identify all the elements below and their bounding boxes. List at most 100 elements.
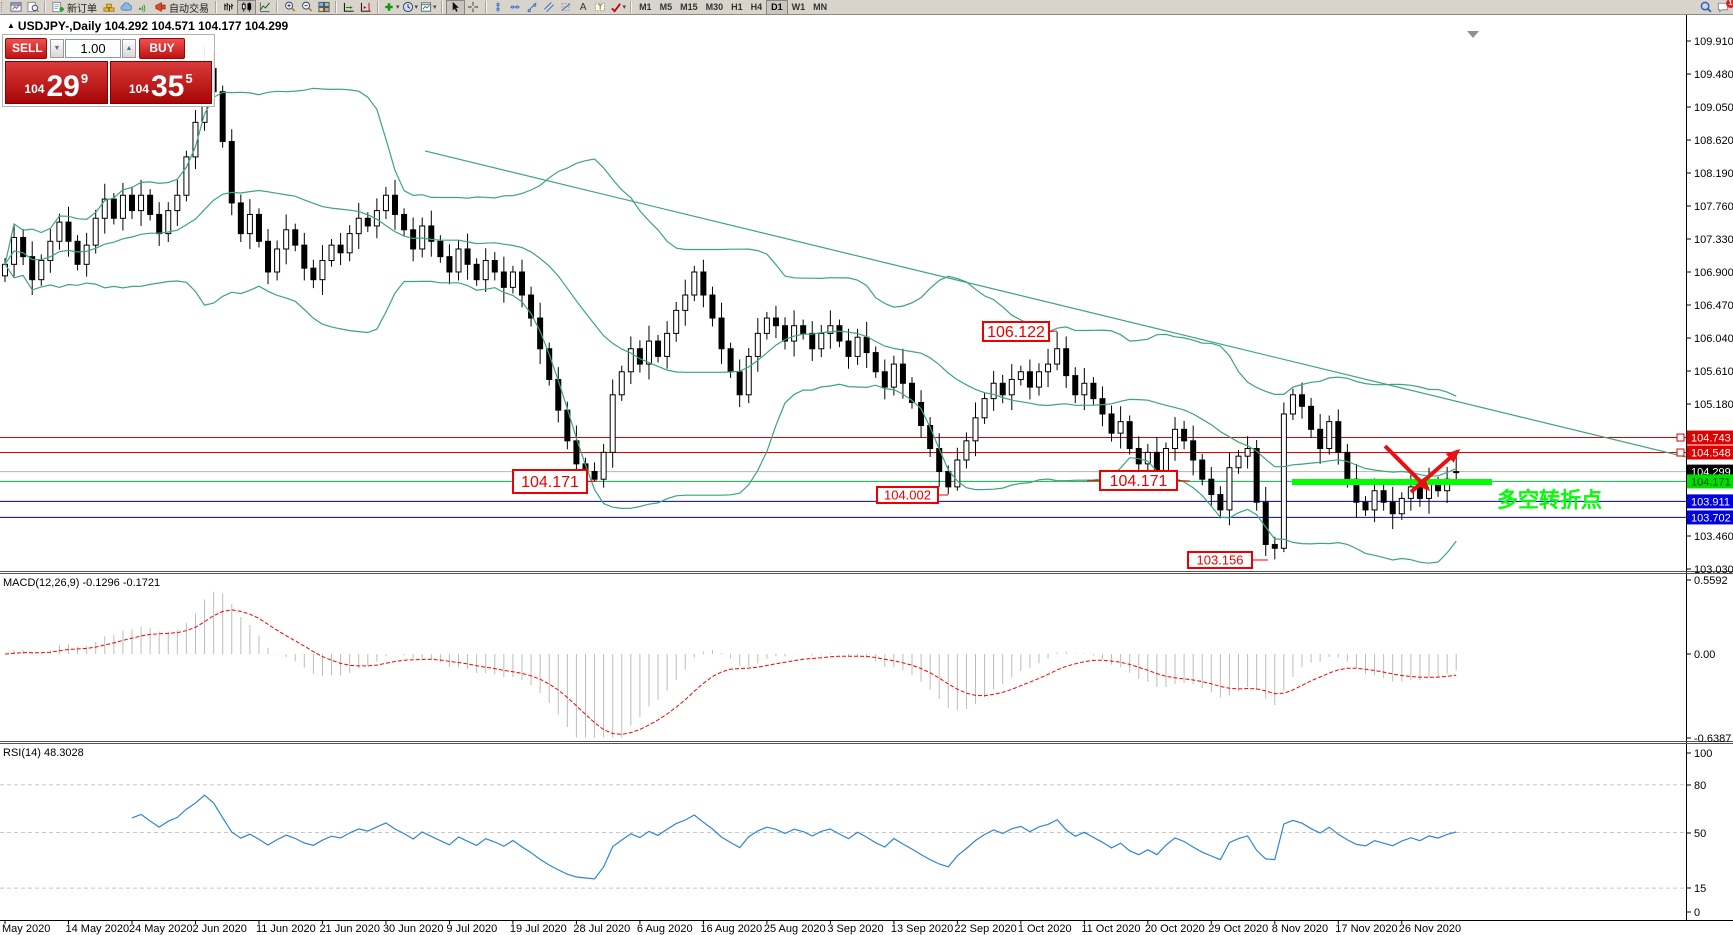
annotation-label-104.171[interactable]: 104.171 (1086, 470, 1191, 491)
trend-arrow-drawing[interactable] (1383, 444, 1461, 494)
tile-windows-button[interactable] (315, 1, 332, 14)
hline-button[interactable] (507, 1, 524, 14)
rsi-axis[interactable]: 100 80 50 15 0 (1686, 748, 1712, 919)
timeframe-w1-button[interactable]: W1 (791, 2, 806, 12)
text-button[interactable]: A (575, 1, 592, 14)
candle-chart-button[interactable] (237, 0, 256, 15)
svg-text:104.171: 104.171 (1691, 476, 1731, 488)
gold-button[interactable] (100, 1, 117, 14)
periods-button[interactable]: ▾ (401, 1, 420, 14)
svg-text:28 Jul 2020: 28 Jul 2020 (573, 923, 630, 935)
signals-icon (138, 4, 145, 13)
svg-text:104.002: 104.002 (884, 488, 931, 503)
timeframe-m30-button[interactable]: M30 (705, 2, 724, 12)
svg-text:0.00: 0.00 (1694, 649, 1715, 661)
sell-button[interactable]: SELL (5, 37, 47, 59)
annotation-label-104.171[interactable]: 104.171 (512, 469, 598, 494)
timeframe-mn-button[interactable]: MN (813, 2, 828, 12)
svg-text:109.480: 109.480 (1694, 69, 1733, 81)
descending-trendline[interactable] (424, 150, 1687, 458)
zoom-in-button[interactable] (281, 1, 298, 14)
cursor-button[interactable] (445, 0, 465, 15)
date-axis[interactable]: May 2020 14 May 2020 24 May 2020 2 Jun 2020… (2, 920, 1461, 935)
svg-text:104.548: 104.548 (1691, 448, 1731, 460)
buy-price-display[interactable]: 104 35 5 (109, 61, 212, 104)
sell-price-sup: 9 (80, 71, 89, 86)
svg-text:103.702: 103.702 (1691, 512, 1731, 524)
text-label-button[interactable]: T (592, 1, 609, 14)
price-tag-103.702: 103.702 (1687, 510, 1733, 525)
buy-button[interactable]: BUY (139, 37, 185, 59)
cursor-icon (452, 1, 459, 12)
new-order-label[interactable]: 新订单 (67, 3, 97, 15)
charts-button[interactable] (7, 1, 24, 14)
chart-shift-button[interactable] (357, 1, 374, 14)
collapse-panel-icon[interactable]: ▲ (7, 21, 15, 30)
volume-decrease-button[interactable]: ▼ (50, 38, 64, 58)
volume-increase-button[interactable]: ▲ (122, 38, 136, 58)
ohlc-close: 104.299 (244, 19, 289, 33)
bar-chart-button[interactable] (220, 1, 237, 14)
timeframe-m1-button[interactable]: M1 (639, 2, 652, 12)
annotation-label-106.122[interactable]: 106.122 (982, 321, 1058, 342)
channel-button[interactable] (541, 1, 558, 14)
timeframe-h1-button[interactable]: H1 (731, 2, 743, 12)
symbol-title: ▲ USDJPY-,Daily 104.292 104.571 104.177 1… (7, 19, 288, 33)
trendline-button[interactable] (524, 1, 541, 14)
svg-text:106.040: 106.040 (1694, 333, 1733, 345)
auto-scroll-button[interactable] (340, 1, 357, 14)
horizontal-level-lines[interactable] (0, 150, 1687, 518)
new-order-button[interactable] (49, 1, 66, 14)
data-window-button[interactable] (24, 1, 41, 14)
signals-button[interactable] (134, 1, 151, 14)
auto-trading-label[interactable]: 自动交易 (169, 3, 209, 15)
dropdown-arrow-icon[interactable]: ▾ (433, 4, 437, 11)
zoom-out-icon (301, 1, 312, 12)
chat-button[interactable]: 1 (1714, 0, 1733, 14)
svg-text:107.330: 107.330 (1694, 234, 1733, 246)
periods-icon (402, 1, 413, 13)
svg-text:108.620: 108.620 (1694, 135, 1733, 147)
dropdown-arrow-icon[interactable]: ▾ (396, 4, 400, 11)
dropdown-arrow-icon[interactable]: ▾ (622, 4, 627, 11)
crosshair-button[interactable] (465, 1, 482, 14)
macd-axis[interactable]: 0.5592 0.00 -0.6387 (1686, 575, 1731, 745)
cloud-icon (119, 2, 132, 11)
fibonacci-button[interactable] (558, 1, 575, 14)
ohlc-low: 104.177 (198, 19, 242, 33)
fibonacci-icon (561, 3, 571, 11)
dropdown-arrow-icon[interactable]: ▾ (414, 4, 419, 11)
annotation-label-103.156[interactable]: 103.156 (1187, 551, 1268, 569)
auto-trading-button[interactable] (151, 1, 168, 14)
text-label-icon: T (594, 3, 606, 12)
volume-input[interactable] (65, 38, 121, 58)
cloud-button[interactable] (117, 1, 134, 14)
templates-button[interactable]: ▾ (419, 1, 438, 14)
chart-shift-marker[interactable] (1467, 31, 1479, 38)
templates-icon (420, 2, 432, 12)
price-axis[interactable]: 109.910 109.480 109.050 108.620 108.190 107.7… (1676, 36, 1733, 576)
timeframe-m15-button[interactable]: M15 (680, 2, 698, 12)
annotation-labels[interactable]: 106.122 104.171 104.002 104.171 103.156 (512, 321, 1268, 569)
line-chart-button[interactable] (256, 1, 273, 14)
search-button[interactable] (1697, 1, 1714, 14)
turning-point-annotation-text[interactable]: 多空转折点 (1497, 488, 1602, 512)
vline-button[interactable] (490, 1, 507, 14)
timeframe-h4-button[interactable]: H4 (750, 2, 763, 12)
svg-text:105.610: 105.610 (1694, 366, 1733, 378)
timeframe-d1-button[interactable]: D1 (766, 0, 788, 15)
support-zone-bar[interactable] (1292, 479, 1492, 485)
svg-text:May 2020: May 2020 (2, 923, 50, 935)
svg-text:3 Sep 2020: 3 Sep 2020 (827, 923, 883, 935)
arrows-button[interactable]: ▾ (609, 1, 628, 14)
indicators-button[interactable]: ▾ (382, 1, 401, 14)
sell-price-display[interactable]: 104 29 9 (5, 61, 108, 104)
svg-text:16 Aug 2020: 16 Aug 2020 (700, 923, 762, 935)
timeframe-m5-button[interactable]: M5 (659, 2, 673, 12)
price-tag-104.743: 104.743 (1676, 430, 1733, 445)
annotation-label-104.002[interactable]: 104.002 (876, 486, 948, 504)
zoom-out-button[interactable] (298, 1, 315, 14)
svg-text:22 Sep 2020: 22 Sep 2020 (954, 923, 1016, 935)
data-window-icon (26, 1, 39, 13)
